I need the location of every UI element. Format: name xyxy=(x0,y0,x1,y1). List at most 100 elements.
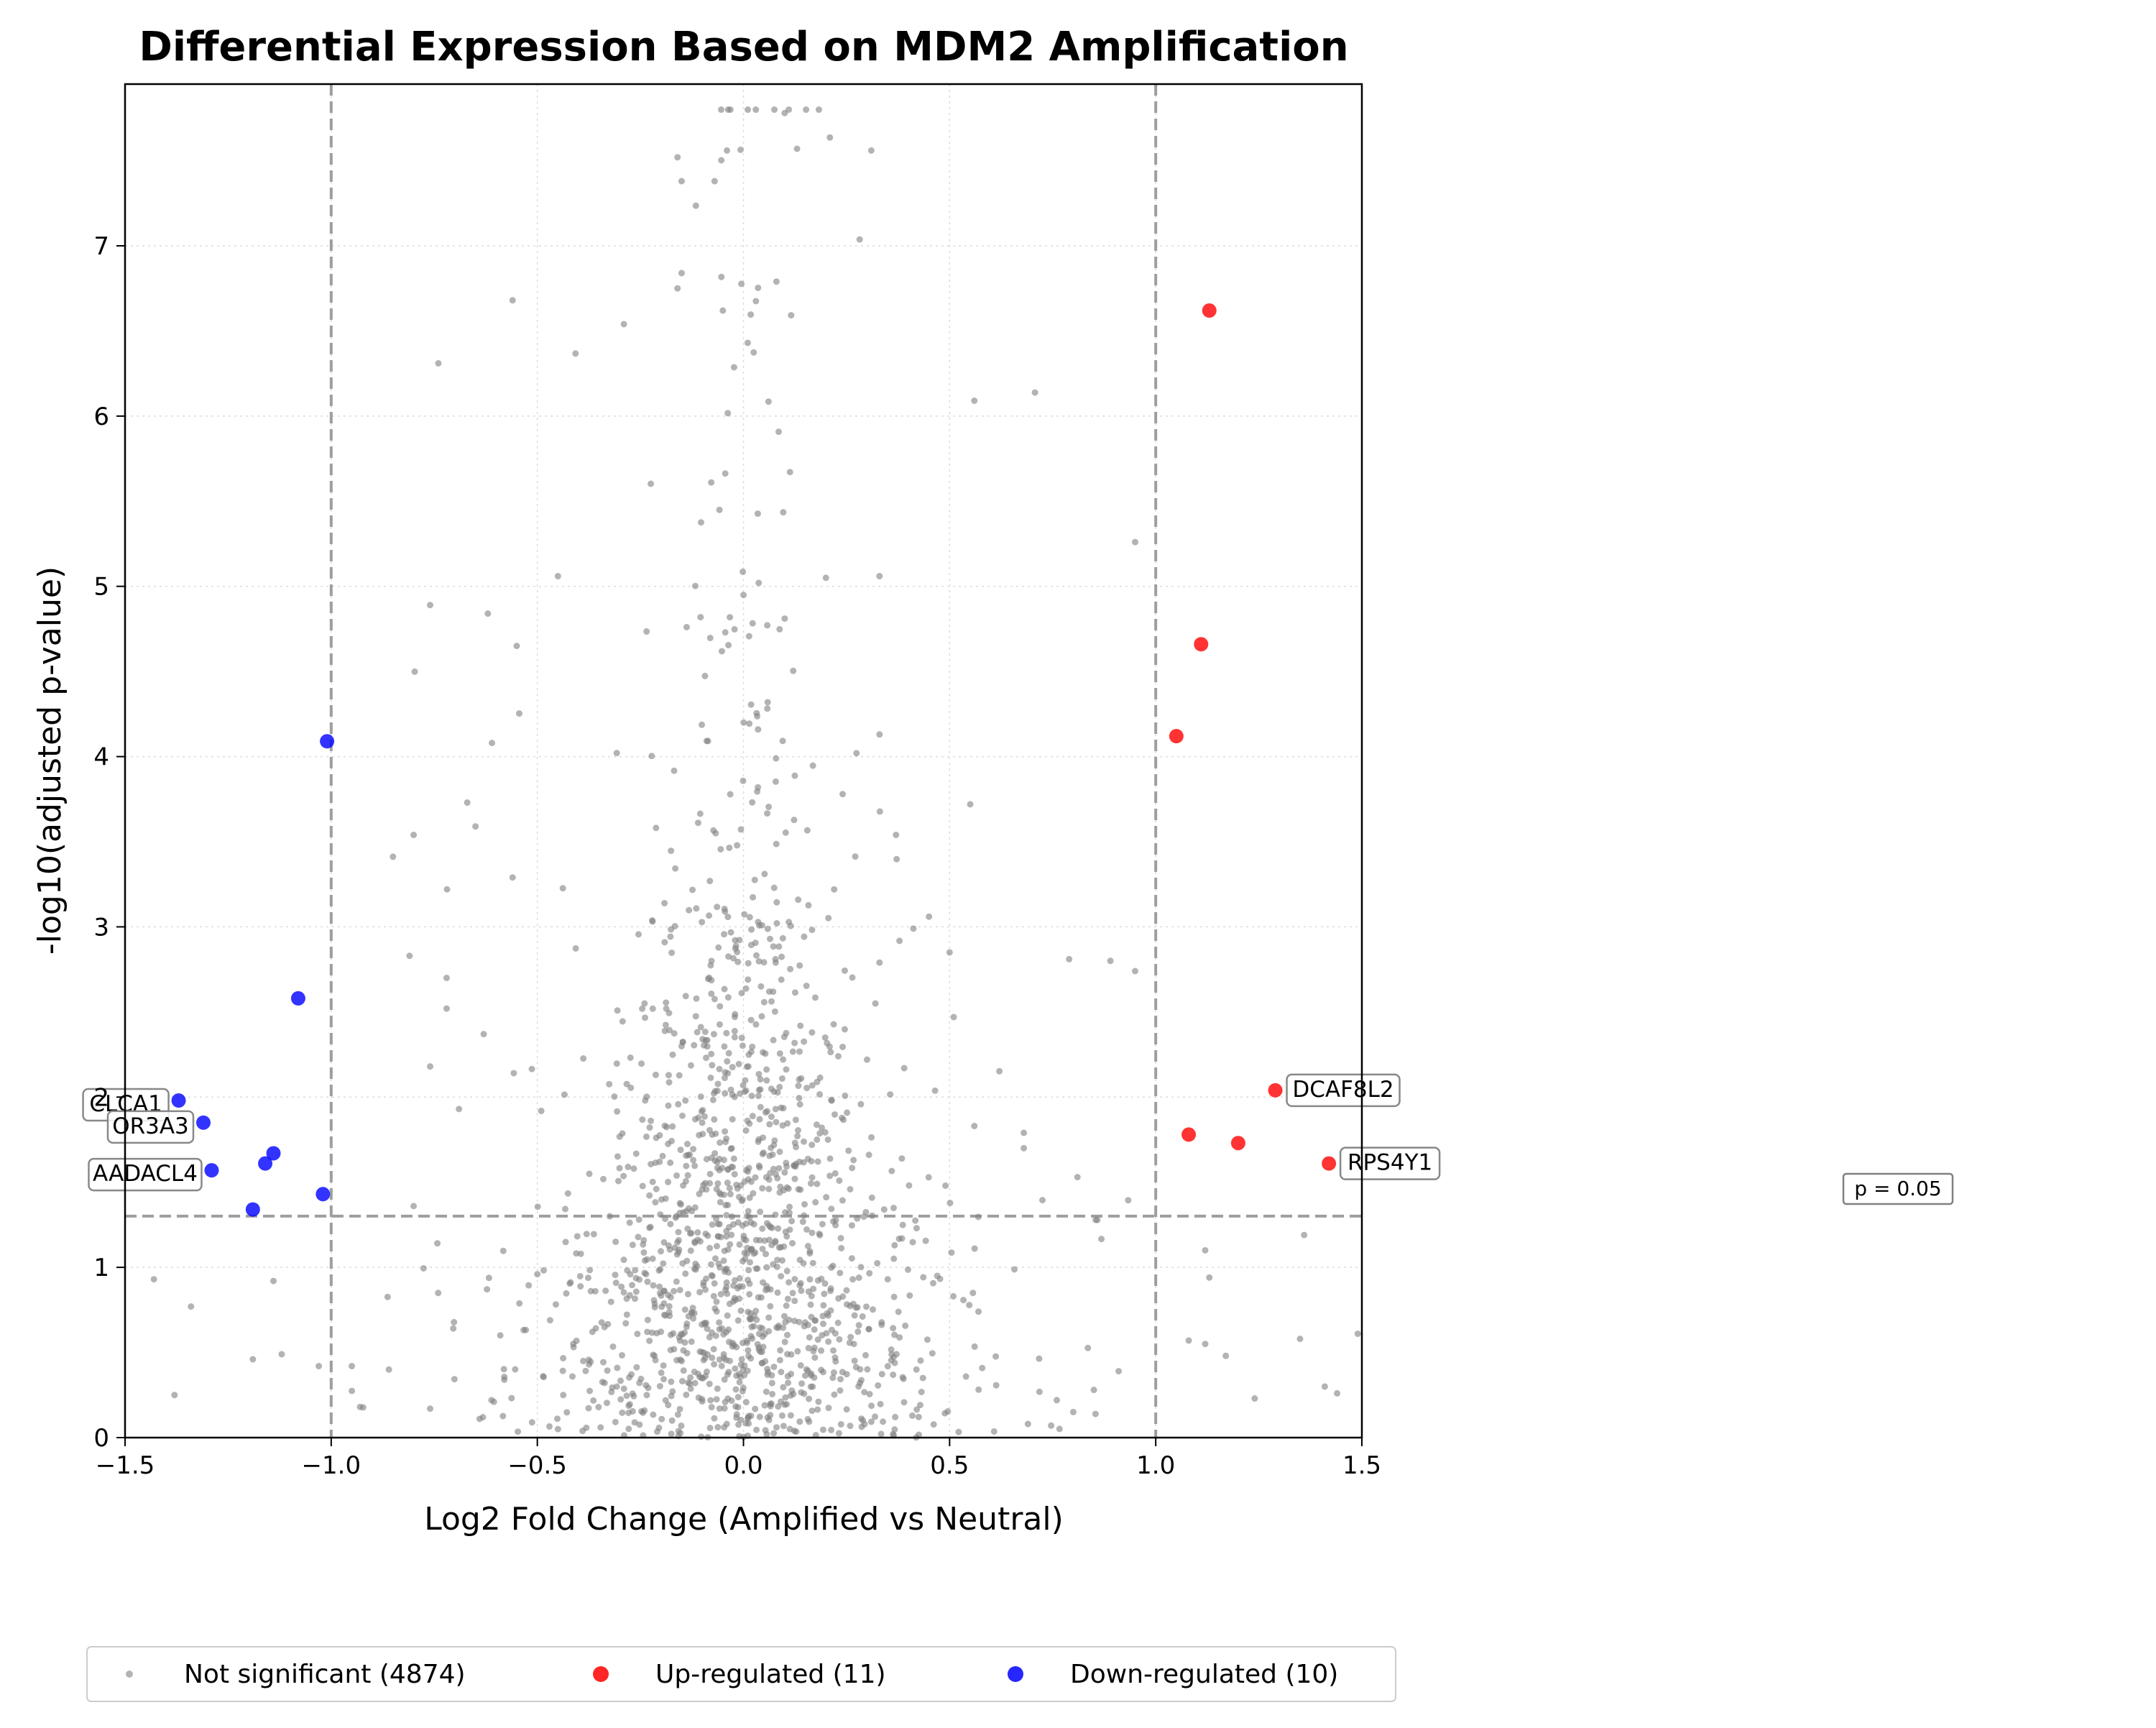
point-not-significant xyxy=(775,1403,782,1410)
point-not-significant xyxy=(893,832,900,839)
point-not-significant xyxy=(699,1131,706,1138)
point-not-significant xyxy=(671,767,678,774)
point-not-significant xyxy=(641,1000,648,1007)
point-not-significant xyxy=(740,1082,747,1089)
point-not-significant xyxy=(709,1062,716,1069)
point-not-significant xyxy=(831,1111,839,1118)
point-not-significant xyxy=(746,914,753,921)
point-not-significant xyxy=(716,1319,723,1326)
point-not-significant xyxy=(740,777,747,784)
point-not-significant xyxy=(845,1147,852,1154)
point-not-significant xyxy=(641,1269,648,1277)
point-not-significant xyxy=(650,1351,657,1359)
point-not-significant xyxy=(631,1419,638,1426)
point-not-significant xyxy=(721,931,728,938)
point-not-significant xyxy=(764,622,771,629)
point-not-significant xyxy=(607,1298,614,1305)
point-not-significant xyxy=(725,953,732,960)
point-not-significant xyxy=(629,1282,636,1289)
point-not-significant xyxy=(877,1430,885,1438)
point-not-significant xyxy=(708,479,715,486)
point-not-significant xyxy=(824,1312,831,1319)
point-not-significant xyxy=(888,1351,895,1358)
point-not-significant xyxy=(700,1282,707,1289)
point-not-significant xyxy=(724,914,732,921)
point-not-significant xyxy=(736,1283,743,1290)
point-not-significant xyxy=(776,625,783,633)
point-not-significant xyxy=(975,1308,982,1315)
point-not-significant xyxy=(772,1106,779,1113)
point-not-significant xyxy=(601,1379,608,1387)
point-not-significant xyxy=(852,853,859,860)
point-not-significant xyxy=(1074,1174,1081,1181)
point-not-significant xyxy=(753,709,760,717)
point-down-regulated xyxy=(290,991,305,1006)
point-not-significant xyxy=(781,1338,788,1346)
point-not-significant xyxy=(747,1016,755,1024)
point-not-significant xyxy=(723,1233,730,1240)
point-not-significant xyxy=(713,1298,720,1305)
point-not-significant xyxy=(694,1229,701,1236)
point-not-significant xyxy=(716,1405,723,1412)
point-not-significant xyxy=(675,1249,682,1256)
point-not-significant xyxy=(834,1052,842,1060)
point-not-significant xyxy=(573,1337,580,1344)
legend-label: Up-regulated (11) xyxy=(655,1660,886,1689)
point-not-significant xyxy=(684,1172,691,1179)
point-not-significant xyxy=(583,1231,590,1238)
point-not-significant xyxy=(589,1328,596,1336)
point-not-significant xyxy=(629,1241,636,1249)
point-not-significant xyxy=(560,1392,567,1399)
point-not-significant xyxy=(765,1185,773,1192)
point-not-significant xyxy=(582,1367,589,1374)
point-not-significant xyxy=(814,1180,821,1187)
point-not-significant xyxy=(723,1265,730,1272)
point-not-significant xyxy=(701,1354,709,1361)
point-not-significant xyxy=(760,1149,767,1157)
point-not-significant xyxy=(680,1367,687,1374)
point-not-significant xyxy=(867,1418,875,1425)
point-not-significant xyxy=(826,1172,834,1180)
point-not-significant xyxy=(713,1308,720,1315)
legend: Not significant (4874) Up-regulated (11) D… xyxy=(86,1646,1396,1702)
point-not-significant xyxy=(746,1291,753,1298)
point-not-significant xyxy=(752,1265,760,1272)
point-not-significant xyxy=(563,1409,571,1416)
point-not-significant xyxy=(658,1369,665,1377)
point-not-significant xyxy=(687,1385,694,1392)
point-not-significant xyxy=(849,1300,857,1308)
point-not-significant xyxy=(819,1332,826,1339)
point-not-significant xyxy=(890,1325,897,1332)
point-not-significant xyxy=(814,1158,821,1165)
point-not-significant xyxy=(876,808,883,815)
point-not-significant xyxy=(722,1069,729,1076)
point-not-significant xyxy=(919,1374,926,1382)
point-not-significant xyxy=(752,106,760,114)
point-not-significant xyxy=(500,1366,507,1373)
point-not-significant xyxy=(747,311,755,318)
point-not-significant xyxy=(778,1412,786,1419)
point-not-significant xyxy=(701,1113,708,1120)
point-not-significant xyxy=(671,923,678,930)
point-not-significant xyxy=(836,1177,843,1184)
point-not-significant xyxy=(561,1091,568,1098)
point-not-significant xyxy=(540,1374,547,1381)
point-not-significant xyxy=(612,1418,619,1425)
point-not-significant xyxy=(685,1379,692,1387)
point-not-significant xyxy=(691,1042,698,1049)
point-not-significant xyxy=(736,1274,743,1282)
point-not-significant xyxy=(646,1124,653,1131)
point-not-significant xyxy=(683,1141,691,1148)
point-not-significant xyxy=(778,1104,785,1111)
point-not-significant xyxy=(857,1100,865,1108)
point-not-significant xyxy=(801,1200,808,1208)
point-not-significant xyxy=(770,1261,777,1268)
point-not-significant xyxy=(836,1336,843,1343)
gene-label-box xyxy=(88,1157,203,1192)
point-not-significant xyxy=(751,876,758,883)
point-not-significant xyxy=(755,1093,762,1100)
point-not-significant xyxy=(862,1351,869,1359)
point-not-significant xyxy=(681,1306,688,1313)
point-not-significant xyxy=(723,1135,730,1142)
